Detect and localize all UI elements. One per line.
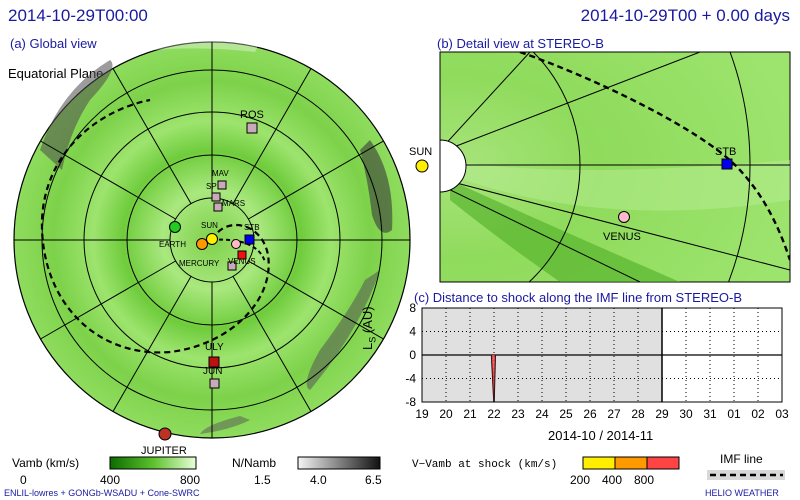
jun-label: JUN [203,366,222,377]
mav-marker [217,180,227,190]
venus-detail-label: VENUS [603,231,641,243]
mercury-label: MERCURY [179,259,220,268]
y-tick-label: -8 [405,395,416,409]
x-tick-label: 22 [487,407,501,421]
shock-tick-1: 400 [602,473,622,487]
mav-label: MAV [212,169,229,178]
credit-left: ENLIL-lowres + GONGb-WSADU + Cone-SWRC [4,488,200,498]
x-tick-label: 30 [679,407,693,421]
y-tick-label: -4 [405,372,416,386]
x-tick-label: 20 [439,407,453,421]
mars-marker [213,202,223,212]
shock-title: V−Vamb at shock (km/s) [412,459,557,471]
density-patch-nw [40,60,113,170]
sun-detail-marker [415,159,429,173]
namb-tick-0: 1.5 [254,473,271,487]
venus-marker [231,239,241,249]
sp-label: SP [206,182,217,191]
jupiter-label: JUPITER [141,445,187,457]
radial-spoke [112,276,192,412]
x-tick-label: 24 [535,407,549,421]
x-tick-label: 01 [727,407,741,421]
sun-marker [206,233,218,245]
y-tick-label: 4 [409,325,416,339]
vamb-colorbar [109,456,197,470]
stb-marker [244,234,255,245]
jun-marker [209,378,220,389]
x-tick-label: 31 [703,407,717,421]
sp-marker [211,192,221,202]
x-tick-label: 26 [583,407,597,421]
x-tick-label: 03 [775,407,789,421]
density-patch-se [306,270,380,390]
y-tick-label: 0 [409,348,416,362]
chart-ylabel: LS (AU) [360,306,378,350]
sun-detail-label: SUN [409,146,432,158]
stb-detail-label: STB [715,146,736,158]
earth-label: EARTH [159,240,186,249]
panel-a-title: (a) Global view [10,36,97,51]
radial-spoke [232,68,312,204]
green-body-marker [169,221,181,233]
mercury-marker [227,261,237,271]
sun-label: SUN [201,221,218,230]
radial-spoke [248,140,384,220]
shock-tick-2: 800 [634,473,654,487]
namb-tick-1: 4.0 [310,473,327,487]
panel-b-title: (b) Detail view at STEREO-B [437,36,604,51]
ros-label: ROS [240,109,264,121]
shock-tick-0: 200 [570,473,590,487]
x-tick-label: 19 [415,407,429,421]
vamb-tick-0: 0 [20,473,27,487]
ros-marker [246,122,258,134]
timestamp-right: 2014-10-29T00 + 0.00 days [580,6,790,25]
stb-detail-marker [721,158,733,170]
radial-spoke [40,140,176,220]
vamb-tick-1: 400 [100,473,120,487]
x-tick-label: 23 [511,407,525,421]
x-tick-label: 25 [559,407,573,421]
timestamp-left: 2014-10-29T00:00 [8,6,148,25]
namb-title: N/Namb [232,456,276,470]
x-tick-label: 21 [463,407,477,421]
uly-marker [208,356,220,368]
imf-title: IMF line [720,452,763,466]
namb-colorbar [297,456,381,470]
uly-label: ULY [205,342,224,353]
radial-spoke [232,276,312,412]
panel-c-title: (c) Distance to shock along the IMF line… [414,290,742,305]
earth-marker [196,238,208,250]
x-tick-label: 29 [655,407,669,421]
density-patch-e [360,140,393,233]
credit-right: HELIO WEATHER [705,488,779,498]
x-tick-label: 28 [631,407,645,421]
imf-spiral [40,98,270,354]
radial-spoke [40,260,176,340]
chart-date-label: 2014-10 / 2014-11 [548,428,654,443]
stb-label: STB [244,223,260,232]
x-tick-label: 02 [751,407,765,421]
y-tick-label: 8 [409,301,416,315]
radial-spoke [248,260,384,340]
venus-detail-marker [618,211,630,223]
shock-distance-chart: 19 20 21 22 23 24 25 26 27 28 29 30 31 01 02 03 8 4 0 -4 -8 [405,301,789,421]
venus-label: VENUS [228,257,256,266]
radial-spoke [112,68,192,204]
x-tick-label: 27 [607,407,621,421]
namb-tick-2: 6.5 [365,473,382,487]
detail-view-map: SUN STB VENUS [409,51,791,283]
vamb-title: Vamb (km/s) [12,456,79,470]
plane-label: Equatorial Plane [8,66,104,81]
mars-label: MARS [222,199,245,208]
vamb-tick-2: 800 [180,473,200,487]
shock-strength-fill [491,355,496,402]
jupiter-marker [158,427,172,441]
